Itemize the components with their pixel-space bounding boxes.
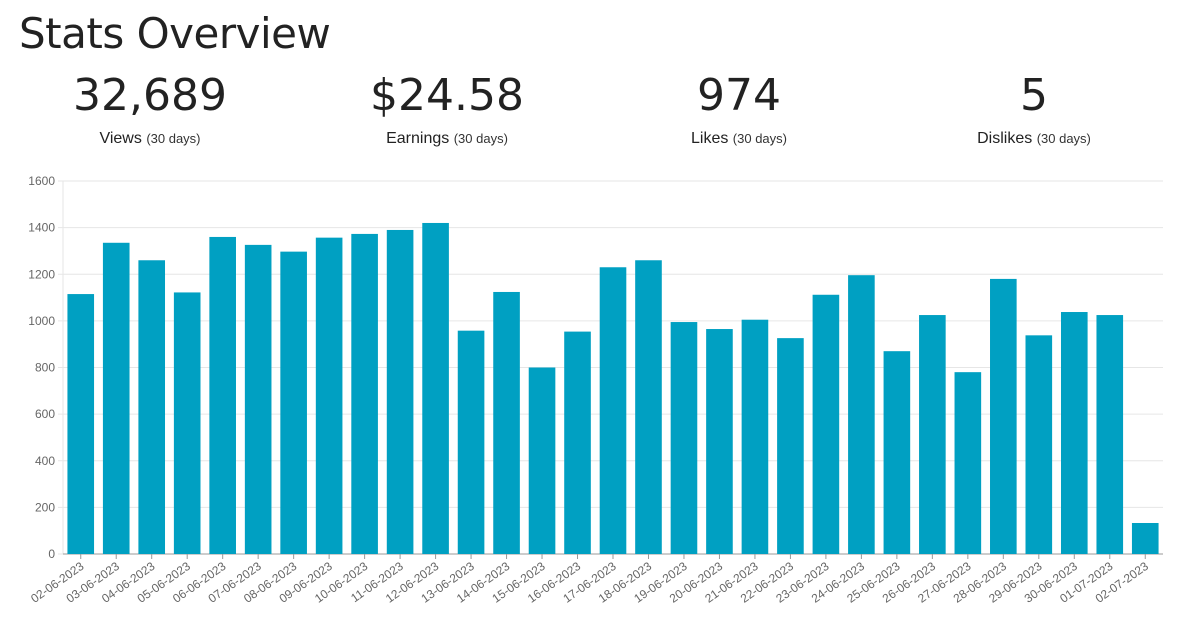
bar [244,244,272,554]
views-label-row: Views (30 days) [0,130,300,148]
earnings-stat: $24.58 Earnings (30 days) [297,70,597,148]
bar [741,319,769,554]
views-value: 32,689 [73,70,227,121]
bar [777,338,804,554]
earnings-period: (30 days) [453,131,508,146]
y-tick-label: 1200 [28,267,55,281]
earnings-label-row: Earnings (30 days) [297,130,597,148]
dislikes-label-row: Dislikes (30 days) [884,130,1184,148]
views-label: Views [99,130,142,147]
bar [706,329,733,554]
likes-period: (30 days) [732,131,787,146]
bar [990,278,1017,554]
bar [1060,312,1088,554]
y-tick-label: 800 [35,361,55,375]
dislikes-value: 5 [1020,70,1048,121]
dislikes-period: (30 days) [1036,131,1091,146]
bar [102,242,130,554]
bar [422,222,449,554]
earnings-value: $24.58 [370,70,524,121]
likes-stat: 974 Likes (30 days) [589,70,889,148]
bar [457,330,485,554]
bar [1025,335,1053,554]
likes-label-row: Likes (30 days) [589,130,889,148]
bar [209,236,236,554]
bar [599,267,627,554]
y-tick-label: 600 [35,407,55,421]
bar [1096,315,1124,554]
likes-label: Likes [690,130,729,147]
bar [635,260,662,554]
bar [564,331,591,554]
y-tick-label: 1600 [28,174,55,188]
views-bar-chart: 0200400600800100012001400160002-06-20230… [28,174,1163,606]
bar [280,251,307,554]
y-tick-label: 400 [35,454,55,468]
bar [1131,522,1159,554]
bar [528,367,556,554]
bar [919,315,946,554]
bar [812,294,840,554]
bar [493,291,520,554]
views-period: (30 days) [146,131,201,146]
y-tick-label: 0 [48,547,55,561]
views-stat: 32,689 Views (30 days) [0,70,300,148]
bar [848,275,875,554]
bar [954,372,982,554]
y-tick-label: 200 [35,500,55,514]
bar [67,294,95,554]
bar [138,260,166,554]
bar [173,292,201,554]
dislikes-stat: 5 Dislikes (30 days) [884,70,1184,148]
y-tick-label: 1400 [28,221,55,235]
bar [883,351,911,554]
dislikes-label: Dislikes [977,130,1033,147]
y-tick-label: 1000 [28,314,55,328]
bar [351,233,378,554]
bar [670,322,698,554]
bar [315,237,343,554]
bar [386,229,414,555]
page-title: Stats Overview [19,9,331,58]
earnings-label: Earnings [386,130,450,147]
likes-value: 974 [697,70,781,121]
